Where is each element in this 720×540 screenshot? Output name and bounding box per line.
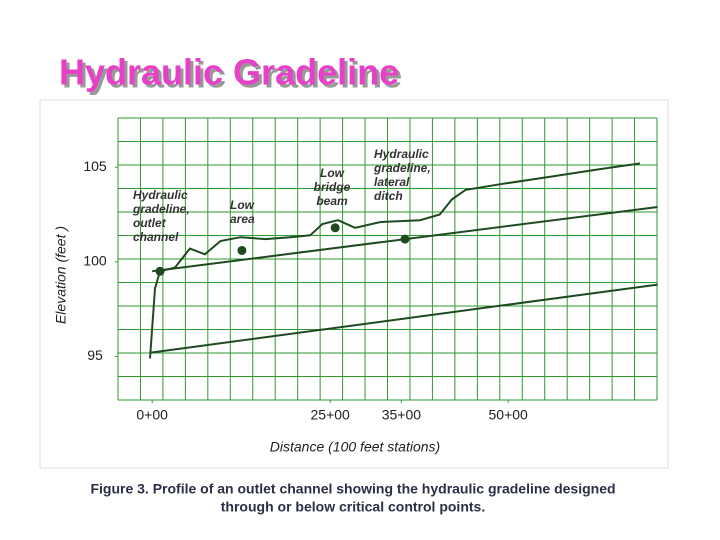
annotation: gradeline, — [132, 202, 190, 216]
annotation: area — [230, 212, 255, 226]
control-point — [400, 234, 410, 244]
y-tick-label: 100 — [83, 253, 107, 269]
x-axis-label: Distance (100 feet stations) — [270, 439, 440, 455]
series-line — [149, 283, 658, 354]
annotation: lateral — [374, 175, 410, 189]
annotation: ditch — [374, 189, 403, 203]
control-point — [237, 245, 247, 255]
annotation: bridge — [314, 180, 351, 194]
x-tick-label: 25+00 — [311, 407, 351, 423]
control-point — [330, 223, 340, 233]
x-tick-label: 50+00 — [489, 407, 529, 423]
series-line — [149, 162, 641, 359]
annotation: Low — [230, 198, 255, 212]
title-shadow: Hydraulic Gradeline — [62, 55, 402, 96]
x-tick-label: 35+00 — [382, 407, 422, 423]
chart-title: Hydraulic Gradeline — [59, 52, 399, 93]
annotation: channel — [133, 230, 179, 244]
caption: through or below critical control points… — [221, 499, 485, 515]
y-tick-label: 95 — [87, 347, 103, 363]
annotation: beam — [316, 194, 348, 208]
annotation: Hydraulic — [374, 147, 429, 161]
control-point — [155, 266, 165, 276]
annotation: Hydraulic — [133, 188, 188, 202]
caption: Figure 3. Profile of an outlet channel s… — [90, 481, 615, 497]
grid — [117, 117, 658, 401]
y-axis-label: Elevation (feet ) — [53, 226, 69, 324]
chart-panel — [39, 99, 669, 469]
x-tick-label: 0+00 — [136, 407, 168, 423]
annotation: outlet — [133, 216, 167, 230]
y-tick-label: 105 — [83, 158, 107, 174]
annotation: gradeline, — [373, 161, 431, 175]
annotation: Low — [320, 166, 345, 180]
